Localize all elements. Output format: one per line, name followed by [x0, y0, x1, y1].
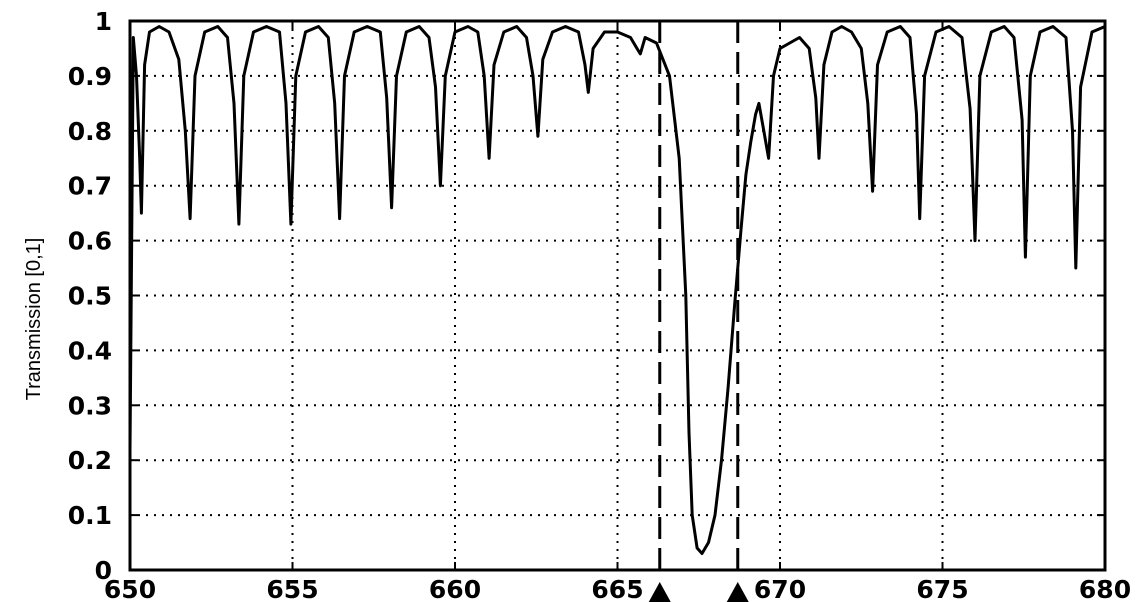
y-tick-labels: 0 0.1 0.2 0.3 0.4 0.5 0.6 0.7 0.8 0.9 1 — [68, 7, 112, 585]
x-tick-label: 650 — [104, 575, 156, 602]
plot-frame — [128, 19, 1107, 572]
y-tick-label: 0.8 — [68, 117, 112, 146]
x-tick-label: 660 — [429, 575, 481, 602]
y-tick-label: 1 — [95, 7, 112, 36]
x-tick-labels: 650 655 660 665 670 675 680 — [104, 575, 1131, 602]
axes-frame — [128, 19, 1107, 572]
x-tick-label: 675 — [916, 575, 968, 602]
y-tick-label: 0 — [95, 556, 112, 585]
y-tick-label: 0.1 — [68, 501, 112, 530]
y-tick-label: 0.6 — [68, 227, 112, 256]
x-tick-label: 680 — [1079, 575, 1131, 602]
marker-arrows — [648, 582, 749, 602]
x-tick-label: 665 — [591, 575, 643, 602]
y-tick-label: 0.2 — [68, 446, 112, 475]
y-tick-label: 0.7 — [68, 172, 112, 201]
y-tick-label: 0.9 — [68, 62, 112, 91]
y-tick-label: 0.3 — [68, 391, 112, 420]
grid-lines — [130, 21, 1105, 570]
x-tick-label: 670 — [754, 575, 806, 602]
y-axis-label: Transmission [0,1] — [23, 238, 45, 401]
marker-arrow-icon — [726, 582, 749, 602]
x-tick-label: 655 — [266, 575, 318, 602]
y-tick-label: 0.4 — [68, 336, 112, 365]
series-group — [128, 25, 1106, 555]
y-tick-label: 0.5 — [68, 282, 112, 311]
marker-arrow-icon — [648, 582, 671, 602]
series-line — [128, 25, 1106, 555]
